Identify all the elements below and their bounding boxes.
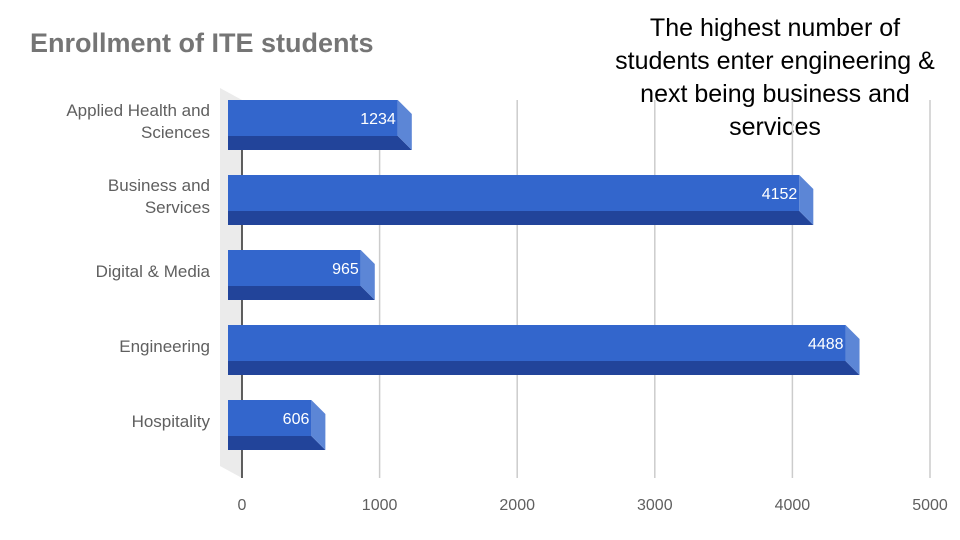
bar-bottom-face <box>228 436 326 450</box>
annotation-line: The highest number of <box>649 14 901 42</box>
bar-side-face <box>845 325 860 375</box>
data-label: 606 <box>283 411 310 428</box>
bar-bottom-face <box>228 361 860 375</box>
bar-bottom-face <box>228 286 375 300</box>
category-label: Hospitality <box>132 412 211 431</box>
x-tick-label: 3000 <box>637 497 673 514</box>
category-label: Digital & Media <box>96 262 211 281</box>
bar <box>228 400 312 436</box>
bar-side-face <box>799 175 814 225</box>
chart-title: Enrollment of ITE students <box>30 28 374 58</box>
category-label: Business and Services <box>108 176 210 217</box>
bar <box>228 175 800 211</box>
category-label: Engineering <box>119 337 210 356</box>
bar-side-face <box>311 400 326 450</box>
annotation-line: services <box>729 113 821 141</box>
x-tick-label: 2000 <box>499 497 535 514</box>
bar <box>228 325 846 361</box>
x-tick-label: 4000 <box>775 497 811 514</box>
data-label: 4152 <box>762 186 798 203</box>
bar-bottom-face <box>228 136 412 150</box>
x-tick-label: 1000 <box>362 497 398 514</box>
bar-side-face <box>360 250 375 300</box>
annotation-line: students enter engineering & <box>615 47 935 75</box>
bar <box>228 250 361 286</box>
data-label: 4488 <box>808 336 844 353</box>
data-label: 1234 <box>360 111 396 128</box>
category-label: Applied Health and Sciences <box>66 101 210 142</box>
bar-side-face <box>397 100 412 150</box>
annotation-line: next being business and <box>640 80 910 108</box>
bar <box>228 100 398 136</box>
bar-bottom-face <box>228 211 814 225</box>
x-tick-label: 5000 <box>912 497 948 514</box>
annotation-text: The highest number of students enter eng… <box>590 12 960 144</box>
x-tick-label: 0 <box>238 497 247 514</box>
data-label: 965 <box>332 261 359 278</box>
